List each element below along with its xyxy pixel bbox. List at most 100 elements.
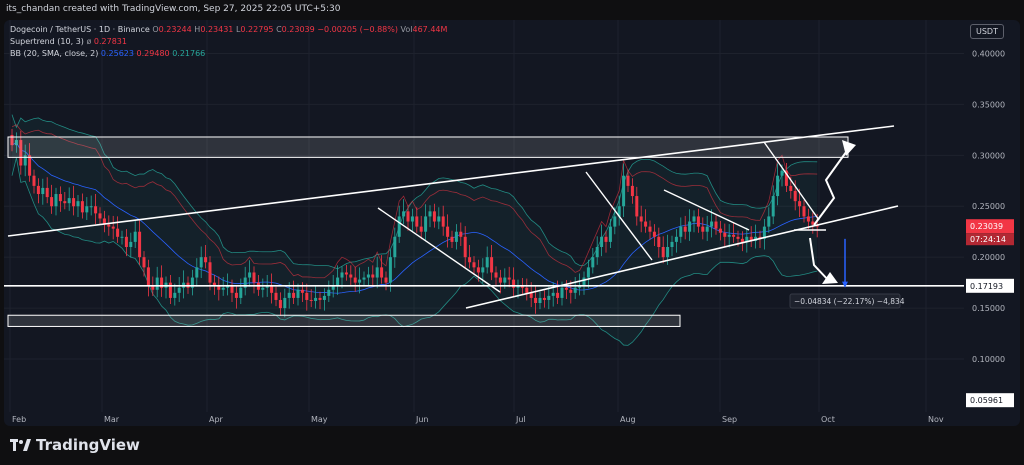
candle-body	[802, 206, 806, 217]
candle-body	[586, 267, 590, 278]
candle-body	[111, 226, 115, 229]
y-tick-label: 0.30000	[972, 151, 1005, 160]
candle-body	[560, 287, 564, 298]
candle-body	[771, 196, 775, 217]
candle-body	[732, 234, 736, 237]
bb-label[interactable]: BB (20, SMA, close, 2)	[10, 49, 99, 58]
candle-body	[740, 238, 744, 242]
candle-body	[481, 267, 485, 273]
candle-body	[582, 277, 586, 286]
tradingview-logo-icon	[10, 438, 31, 452]
candle-body	[406, 211, 410, 222]
candle-body	[450, 236, 454, 242]
candle-body	[397, 216, 401, 237]
candle-body	[19, 140, 23, 166]
candle-body	[490, 257, 494, 273]
candle-body	[151, 285, 155, 290]
x-tick-label: May	[311, 415, 328, 424]
bb-lower-value: 0.21766	[172, 49, 206, 58]
wedge-line-4	[763, 141, 820, 221]
wedge-line-2	[585, 171, 653, 261]
countdown-tag: 07:24:14	[970, 235, 1006, 244]
target-price-tag-box	[966, 278, 1014, 293]
candle-body	[604, 236, 608, 242]
candle-body	[314, 297, 318, 301]
candle-body	[415, 216, 419, 227]
candle-body	[573, 287, 577, 293]
open-label: O	[152, 25, 159, 34]
candle-body	[85, 206, 89, 213]
price-chart[interactable]: 0.40000 0.35000 0.30000 0.25000 0.20000 0.150…	[4, 20, 1020, 426]
supertrend-line	[11, 124, 818, 279]
candle-body	[146, 267, 150, 286]
candle-body	[296, 289, 300, 298]
pair-name[interactable]: Dogecoin / TetherUS · 1D · Binance	[10, 25, 150, 34]
candle-body	[41, 187, 45, 195]
candle-body	[534, 297, 538, 304]
candle-body	[217, 285, 221, 290]
candle-body	[608, 226, 612, 242]
candle-body	[749, 236, 753, 241]
x-tick-label: Aug	[620, 415, 636, 424]
candle-body	[798, 201, 802, 207]
wedge-line-3	[663, 189, 750, 231]
candle-body	[278, 299, 282, 309]
candle-body	[10, 134, 14, 146]
candle-body	[811, 221, 815, 225]
currency-button[interactable]: USDT	[970, 24, 1004, 39]
demand-zone	[7, 314, 681, 327]
x-tick-label: Mar	[104, 415, 120, 424]
candle-body	[622, 175, 626, 207]
chart-frame[interactable]: 0.40000 0.35000 0.30000 0.25000 0.20000 0.150…	[4, 20, 1020, 426]
candle-body	[648, 226, 652, 232]
legend-line-ohlc: Dogecoin / TetherUS · 1D · Binance O0.23…	[10, 24, 447, 36]
candle-body	[173, 292, 177, 298]
candle-body	[679, 226, 683, 237]
candle-body	[124, 236, 128, 247]
candle-body	[292, 292, 296, 298]
x-tick-label: Nov	[928, 415, 944, 424]
candle-body	[94, 206, 98, 214]
open-value: 0.23244	[158, 25, 192, 34]
candle-body	[727, 234, 731, 237]
y-tick-label: 0.15000	[972, 304, 1005, 313]
candle-body	[63, 201, 67, 204]
candle-body	[569, 289, 573, 293]
candle-body	[538, 297, 542, 304]
candle-body	[322, 295, 326, 300]
candle-body	[50, 197, 54, 207]
candle-body	[542, 297, 546, 300]
candle-body	[529, 292, 533, 298]
candle-body	[437, 216, 441, 222]
candle-body	[666, 246, 670, 258]
candle-body	[318, 297, 322, 300]
wedge-line-1	[377, 207, 501, 293]
candle-body	[718, 228, 722, 233]
candle-body	[683, 226, 687, 232]
candle-body	[806, 216, 810, 222]
candle-body	[639, 216, 643, 222]
chart-legend: Dogecoin / TetherUS · 1D · Binance O0.23…	[10, 24, 447, 60]
target-price-tag: 0.17193	[970, 282, 1003, 291]
channel-upper-line	[7, 125, 895, 237]
x-tick-label: Jun	[415, 415, 429, 424]
candle-body	[784, 170, 788, 186]
projection-up-path	[813, 147, 850, 226]
candle-body	[261, 287, 265, 290]
candle-body	[168, 282, 172, 298]
candle-body	[384, 277, 388, 283]
supertrend-label[interactable]: Supertrend (10, 3)	[10, 37, 84, 46]
bb-band-fill	[12, 114, 818, 346]
candle-body	[591, 257, 595, 268]
projection-up-arrowhead	[842, 140, 856, 156]
candle-body	[212, 282, 216, 286]
candle-body	[428, 211, 432, 217]
candle-body	[239, 287, 243, 298]
low-price-tag: 0.05961	[970, 396, 1003, 405]
candle-body	[349, 274, 353, 278]
candle-body	[32, 175, 36, 186]
candle-body	[688, 221, 692, 232]
candle-body	[767, 216, 771, 227]
candle-body	[419, 226, 423, 232]
candle-body	[98, 213, 102, 219]
